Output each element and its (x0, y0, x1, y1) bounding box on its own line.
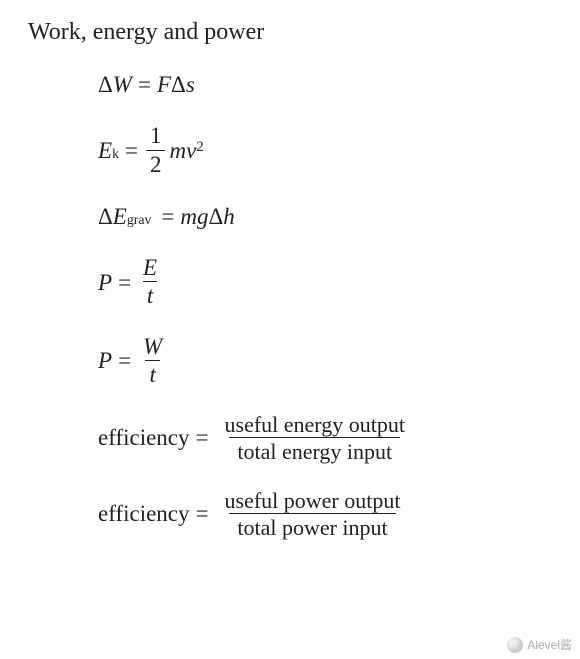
var-F: F (157, 71, 171, 99)
equals: = (125, 137, 138, 165)
section-title: Work, energy and power (28, 18, 552, 47)
label-efficiency: efficiency (98, 424, 190, 452)
var-h: h (223, 203, 235, 231)
den: total energy input (229, 437, 400, 463)
watermark-text: Alevel酱 (527, 636, 572, 653)
num: W (139, 335, 166, 360)
num: useful energy output (217, 413, 413, 437)
page: Work, energy and power Δ W = F Δ s E k =… (0, 0, 580, 539)
equals: = (196, 424, 209, 452)
formula-block: Δ W = F Δ s E k = 1 2 m v 2 Δ E grav = m (98, 71, 552, 539)
sub-grav: grav (127, 212, 152, 229)
sup-2: 2 (196, 139, 203, 157)
frac-E-over-t: E t (139, 256, 161, 308)
equals: = (118, 347, 131, 375)
delta: Δ (98, 71, 113, 99)
var-P: P (98, 269, 112, 297)
delta: Δ (171, 71, 186, 99)
num: E (139, 256, 161, 281)
var-W: W (113, 71, 132, 99)
var-s: s (186, 71, 195, 99)
formula-eff-power: efficiency = useful power output total p… (98, 489, 552, 539)
sub-k: k (112, 146, 119, 163)
watermark: Alevel酱 (507, 636, 572, 653)
formula-work: Δ W = F Δ s (98, 71, 552, 99)
equals: = (138, 71, 151, 99)
den: t (143, 281, 157, 308)
num: 1 (146, 124, 166, 149)
label-efficiency: efficiency (98, 500, 190, 528)
den: 2 (146, 150, 166, 177)
var-E: E (113, 203, 127, 231)
formula-power-w: P = W t (98, 335, 552, 387)
den: total power input (229, 513, 395, 539)
frac-eff-energy: useful energy output total energy input (217, 413, 413, 463)
frac-half: 1 2 (146, 124, 166, 176)
delta: Δ (208, 203, 223, 231)
frac-W-over-t: W t (139, 335, 166, 387)
equals: = (118, 269, 131, 297)
var-m: m (180, 203, 197, 231)
formula-kinetic: E k = 1 2 m v 2 (98, 124, 552, 176)
num: useful power output (217, 489, 409, 513)
delta: Δ (98, 203, 113, 231)
var-P: P (98, 347, 112, 375)
equals: = (161, 203, 174, 231)
watermark-icon (507, 637, 523, 653)
den: t (145, 360, 159, 387)
equals: = (196, 500, 209, 528)
frac-eff-power: useful power output total power input (217, 489, 409, 539)
formula-power-e: P = E t (98, 256, 552, 308)
var-g: g (197, 203, 209, 231)
var-v: v (186, 137, 196, 165)
var-m: m (169, 137, 186, 165)
formula-eff-energy: efficiency = useful energy output total … (98, 413, 552, 463)
var-E: E (98, 137, 112, 165)
formula-gpe: Δ E grav = m g Δ h (98, 203, 552, 231)
